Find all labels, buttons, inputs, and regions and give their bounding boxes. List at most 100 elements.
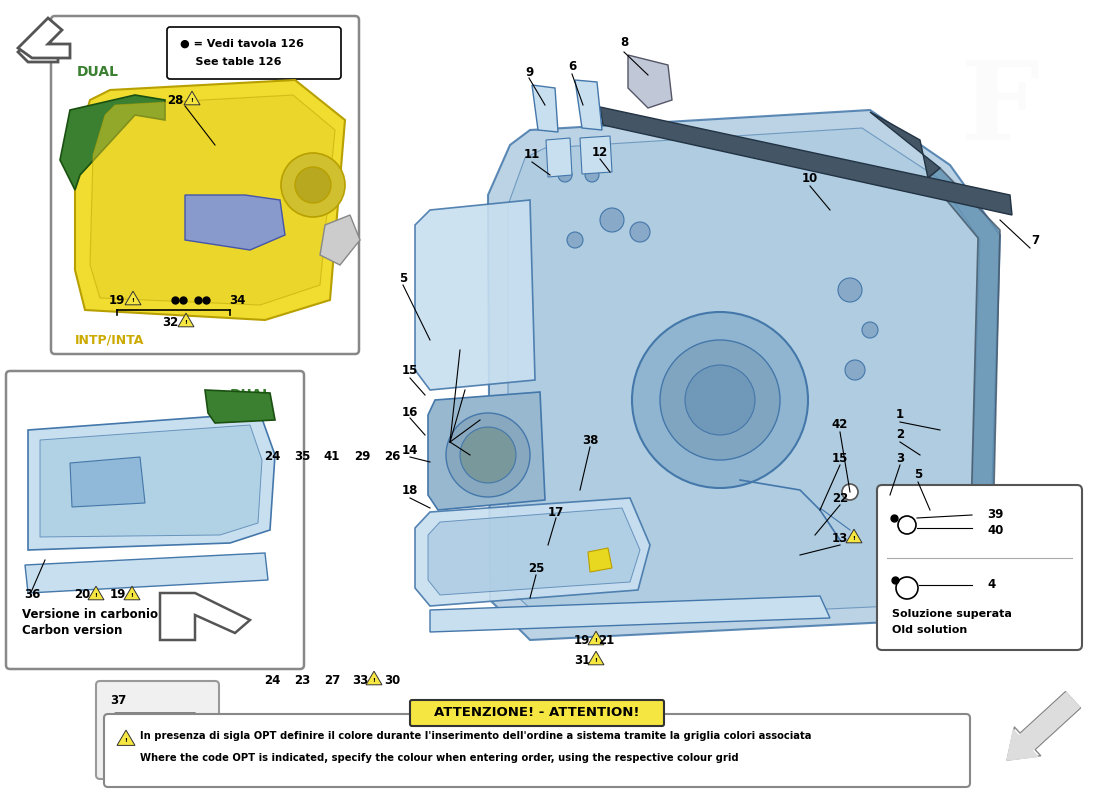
Text: !: ! [124, 738, 128, 743]
Text: 28: 28 [167, 94, 184, 106]
Polygon shape [60, 95, 165, 190]
Polygon shape [628, 55, 672, 108]
Polygon shape [185, 195, 285, 250]
Text: 41: 41 [323, 450, 340, 462]
Text: 2: 2 [895, 429, 904, 442]
Circle shape [446, 413, 530, 497]
Text: 15: 15 [832, 451, 848, 465]
Text: 19: 19 [109, 294, 125, 306]
Text: 18: 18 [402, 483, 418, 497]
Polygon shape [428, 392, 544, 510]
Text: 6: 6 [568, 61, 576, 74]
Circle shape [630, 222, 650, 242]
Text: !: ! [95, 594, 98, 598]
Text: !: ! [852, 536, 856, 542]
Text: 24: 24 [264, 674, 280, 686]
Text: 21: 21 [598, 634, 614, 646]
Circle shape [845, 360, 865, 380]
Polygon shape [588, 651, 604, 665]
Circle shape [585, 168, 600, 182]
Text: 23: 23 [294, 674, 310, 686]
Circle shape [838, 278, 862, 302]
Polygon shape [415, 200, 535, 390]
Text: !: ! [185, 320, 187, 326]
Polygon shape [600, 107, 1012, 215]
Polygon shape [117, 730, 135, 746]
Polygon shape [870, 112, 940, 178]
Text: See table 126: See table 126 [180, 57, 282, 67]
Text: 34: 34 [229, 294, 245, 306]
Text: 5: 5 [914, 469, 922, 482]
Text: 17: 17 [548, 506, 564, 518]
Text: 32: 32 [162, 315, 178, 329]
Text: Carbon version: Carbon version [22, 625, 122, 638]
Text: INTP/INTA: INTP/INTA [75, 334, 144, 346]
Polygon shape [488, 110, 1000, 640]
Circle shape [280, 153, 345, 217]
Circle shape [685, 365, 755, 435]
FancyBboxPatch shape [877, 485, 1082, 650]
Polygon shape [532, 85, 558, 132]
Text: ● = Vedi tavola 126: ● = Vedi tavola 126 [180, 39, 304, 49]
FancyBboxPatch shape [410, 700, 664, 726]
Text: 22: 22 [832, 491, 848, 505]
Text: 5: 5 [399, 271, 407, 285]
Polygon shape [18, 18, 70, 58]
Circle shape [600, 208, 624, 232]
Text: 39: 39 [987, 509, 1003, 522]
Polygon shape [28, 413, 275, 550]
Text: 10: 10 [802, 171, 818, 185]
Text: 24: 24 [264, 450, 280, 462]
Text: 25: 25 [528, 562, 544, 574]
Text: 12: 12 [592, 146, 608, 158]
Text: Versione in carbonio: Versione in carbonio [22, 609, 158, 622]
Polygon shape [508, 128, 980, 622]
Text: 14: 14 [402, 443, 418, 457]
Text: 31: 31 [574, 654, 590, 666]
Text: 27: 27 [323, 674, 340, 686]
FancyBboxPatch shape [96, 681, 219, 779]
Text: 20: 20 [74, 589, 90, 602]
Text: DUAL: DUAL [77, 65, 119, 79]
Text: !: ! [595, 638, 597, 643]
Text: 29: 29 [354, 450, 371, 462]
Text: 3: 3 [895, 451, 904, 465]
Text: DUAL: DUAL [230, 388, 272, 402]
Polygon shape [320, 215, 360, 265]
Polygon shape [205, 390, 275, 423]
Text: !: ! [190, 98, 194, 103]
Text: !: ! [595, 658, 597, 663]
Text: 11: 11 [524, 149, 540, 162]
Circle shape [842, 484, 858, 500]
Polygon shape [588, 548, 612, 572]
Text: 1: 1 [895, 409, 904, 422]
Text: ATTENZIONE! - ATTENTION!: ATTENZIONE! - ATTENTION! [434, 706, 640, 719]
FancyArrowPatch shape [1008, 693, 1079, 760]
Polygon shape [428, 508, 640, 595]
Polygon shape [90, 95, 336, 305]
Text: Soluzione superata: Soluzione superata [892, 609, 1012, 619]
FancyBboxPatch shape [104, 714, 970, 787]
Text: 8: 8 [620, 37, 628, 50]
Text: 26: 26 [384, 450, 400, 462]
Circle shape [460, 427, 516, 483]
Polygon shape [588, 631, 604, 645]
Polygon shape [160, 593, 250, 640]
Text: 30: 30 [384, 674, 400, 686]
Text: 33: 33 [352, 674, 368, 686]
Polygon shape [70, 457, 145, 507]
Text: 42: 42 [832, 418, 848, 431]
Circle shape [862, 322, 878, 338]
Text: 13: 13 [832, 531, 848, 545]
Polygon shape [25, 553, 268, 593]
Text: 38: 38 [582, 434, 598, 446]
Polygon shape [580, 136, 612, 174]
Circle shape [295, 167, 331, 203]
FancyBboxPatch shape [51, 16, 359, 354]
Text: 9: 9 [525, 66, 533, 78]
Circle shape [660, 340, 780, 460]
Polygon shape [846, 530, 862, 542]
Text: 37: 37 [110, 694, 126, 706]
Polygon shape [124, 586, 140, 600]
Text: 15: 15 [402, 363, 418, 377]
